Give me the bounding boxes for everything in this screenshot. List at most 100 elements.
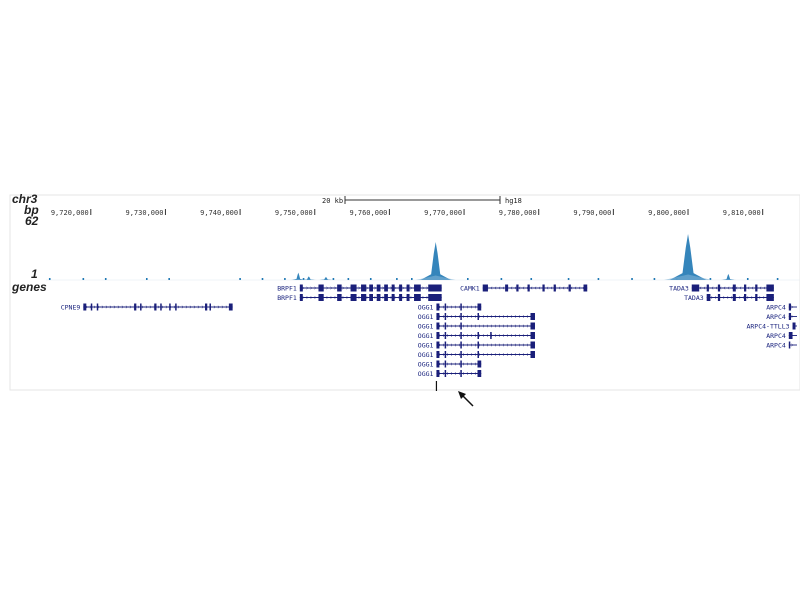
- strand-chevron: [490, 353, 493, 356]
- strand-chevron: [526, 353, 529, 356]
- strand-chevron: [514, 343, 517, 347]
- signal-peak-shoulder: [290, 279, 307, 280]
- axis-tick-label: 9,810,000: [723, 209, 761, 217]
- strand-chevron: [474, 305, 477, 309]
- strand-chevron: [470, 324, 473, 328]
- strand-chevron: [522, 315, 525, 318]
- gene-exon: [460, 322, 462, 330]
- strand-chevron: [474, 343, 477, 347]
- signal-blip: [302, 278, 305, 280]
- gene-exon: [376, 294, 381, 301]
- strand-chevron: [161, 305, 164, 309]
- signal-blip: [653, 278, 656, 280]
- strand-chevron: [502, 324, 505, 328]
- strand-chevron: [522, 334, 525, 337]
- signal-peak: [292, 272, 305, 280]
- strand-chevron: [438, 334, 441, 337]
- scale-bar-assembly: hg18: [505, 197, 522, 205]
- strand-chevron: [514, 334, 517, 337]
- strand-chevron: [466, 353, 469, 356]
- strand-chevron: [466, 334, 469, 337]
- strand-chevron: [742, 296, 745, 299]
- strand-chevron: [703, 286, 706, 290]
- gene-transcript[interactable]: ARPC4: [766, 303, 797, 311]
- gene-exon: [436, 370, 440, 377]
- strand-chevron: [185, 305, 188, 309]
- gene-transcript[interactable]: TADA3: [684, 294, 774, 302]
- signal-blip: [597, 278, 600, 280]
- strand-chevron: [450, 362, 453, 366]
- axis-tick-label: 9,720,000: [51, 209, 89, 217]
- strand-chevron: [506, 353, 509, 356]
- gene-exon: [436, 313, 440, 320]
- strand-chevron: [470, 372, 473, 375]
- strand-chevron: [494, 353, 497, 356]
- strand-chevron: [578, 286, 581, 290]
- gene-exon: [530, 341, 535, 349]
- gene-transcript[interactable]: OGG1: [418, 303, 482, 311]
- gene-exon: [83, 303, 87, 311]
- gene-exon: [369, 294, 373, 301]
- gene-transcript[interactable]: ARPC4: [766, 332, 797, 340]
- strand-chevron: [446, 334, 449, 337]
- gene-transcript[interactable]: TADA3: [669, 284, 774, 292]
- gene-exon: [788, 341, 791, 349]
- strand-chevron: [462, 305, 465, 309]
- gene-transcript[interactable]: BRPF1: [277, 294, 442, 302]
- gene-transcript[interactable]: OGG1: [418, 360, 482, 368]
- gene-label: TADA3: [669, 284, 689, 292]
- strand-chevron: [566, 286, 569, 290]
- strand-chevron: [109, 305, 112, 309]
- signal-max-label: 62: [25, 214, 39, 228]
- strand-chevron: [498, 353, 501, 356]
- strand-chevron: [791, 305, 794, 309]
- gene-exon: [691, 284, 700, 292]
- gene-label: CPNE9: [61, 303, 81, 311]
- gene-transcript[interactable]: CAMK1: [460, 284, 588, 292]
- gene-transcript[interactable]: OGG1: [418, 351, 535, 359]
- strand-chevron: [494, 334, 497, 337]
- axis-tick-label: 9,740,000: [200, 209, 238, 217]
- strand-chevron: [450, 334, 453, 337]
- signal-blip: [168, 278, 170, 280]
- strand-chevron: [374, 296, 377, 299]
- strand-chevron: [113, 305, 116, 309]
- strand-chevron: [518, 324, 521, 328]
- gene-transcript[interactable]: OGG1: [418, 370, 482, 378]
- strand-chevron: [722, 296, 725, 299]
- strand-chevron: [330, 286, 333, 290]
- strand-chevron: [189, 305, 192, 309]
- annotation-arrow: [435, 381, 474, 407]
- gene-transcript[interactable]: OGG1: [418, 341, 535, 349]
- strand-chevron: [197, 305, 200, 309]
- strand-chevron: [494, 343, 497, 347]
- strand-chevron: [466, 372, 469, 375]
- strand-chevron: [726, 296, 729, 299]
- strand-chevron: [502, 343, 505, 347]
- strand-chevron: [450, 324, 453, 328]
- gene-transcript[interactable]: BRPF1: [277, 284, 442, 292]
- axis-tick-label: 9,780,000: [499, 209, 537, 217]
- gene-exon: [299, 294, 303, 301]
- gene-transcript[interactable]: OGG1: [418, 332, 535, 340]
- strand-chevron: [454, 305, 457, 309]
- strand-chevron: [711, 286, 714, 290]
- gene-transcript[interactable]: OGG1: [418, 322, 535, 330]
- strand-chevron: [478, 334, 481, 337]
- strand-chevron: [466, 362, 469, 366]
- gene-exon: [477, 303, 482, 311]
- signal-blip: [239, 278, 241, 280]
- strand-chevron: [442, 305, 445, 309]
- gene-transcript[interactable]: ARPC4: [766, 341, 797, 349]
- gene-exon: [337, 294, 342, 301]
- axis-tick-label: 9,770,000: [424, 209, 462, 217]
- gene-transcript[interactable]: OGG1: [418, 313, 535, 321]
- strand-chevron: [490, 343, 493, 347]
- gene-transcript[interactable]: ARPC4-TTLL3: [746, 322, 797, 330]
- strand-chevron: [731, 286, 734, 290]
- gene-transcript[interactable]: ARPC4: [766, 313, 797, 321]
- strand-chevron: [759, 286, 762, 290]
- strand-chevron: [486, 353, 489, 356]
- strand-chevron: [446, 372, 449, 375]
- gene-transcript[interactable]: CPNE9: [61, 303, 233, 311]
